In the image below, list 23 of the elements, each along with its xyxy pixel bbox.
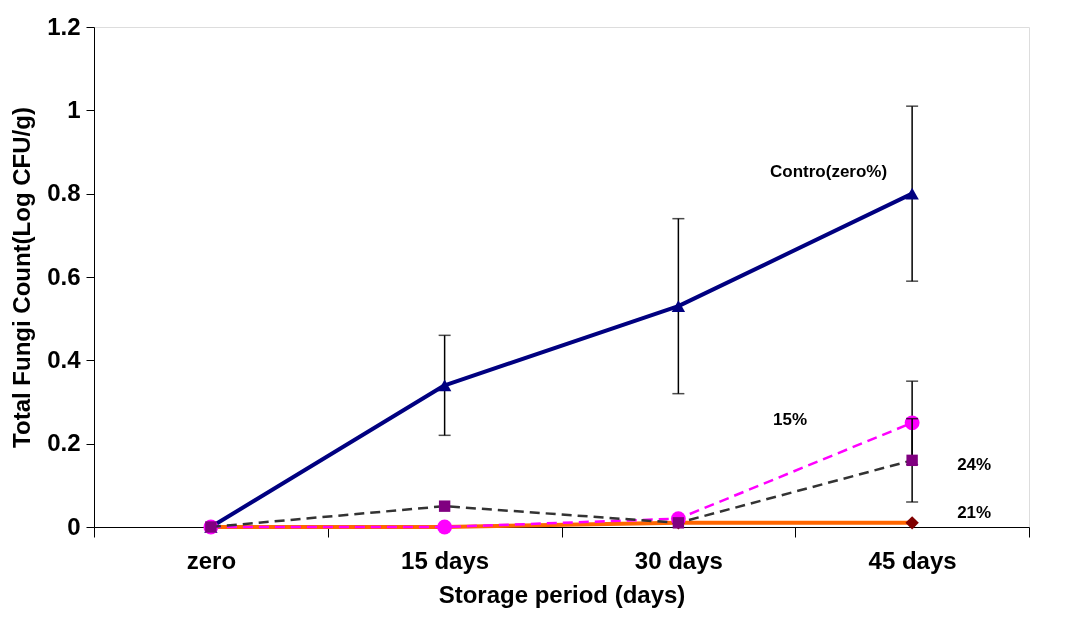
point (671, 300, 686, 312)
series-label: Contro(zero%) (770, 161, 888, 181)
text: 15% (773, 409, 808, 429)
x-tick-label: 15 days (401, 546, 490, 574)
y-tick-label: 0.6 (47, 262, 81, 290)
text: 21% (957, 502, 992, 522)
point (438, 500, 451, 512)
y-axis-title: Total Fungi Count(Log CFU/g) (8, 107, 36, 448)
x-tick-label: zero (186, 546, 237, 574)
x-tick-label: 45 days (868, 546, 957, 574)
point (905, 516, 919, 530)
y-tick-label: 1.2 (47, 12, 81, 40)
x-tick-label: 30 days (634, 546, 723, 574)
y-tick-label: 0 (67, 512, 81, 540)
point (437, 379, 452, 392)
y-tick-label: 0.2 (47, 429, 81, 457)
y-tick-label: 0.4 (47, 345, 82, 373)
y-tick-label: 0.8 (47, 179, 81, 207)
text: 24% (957, 455, 992, 475)
x-axis-title: Storage period (days) (438, 580, 686, 608)
y-tick-label: 1 (67, 95, 81, 123)
point (905, 187, 919, 200)
point (906, 454, 918, 467)
